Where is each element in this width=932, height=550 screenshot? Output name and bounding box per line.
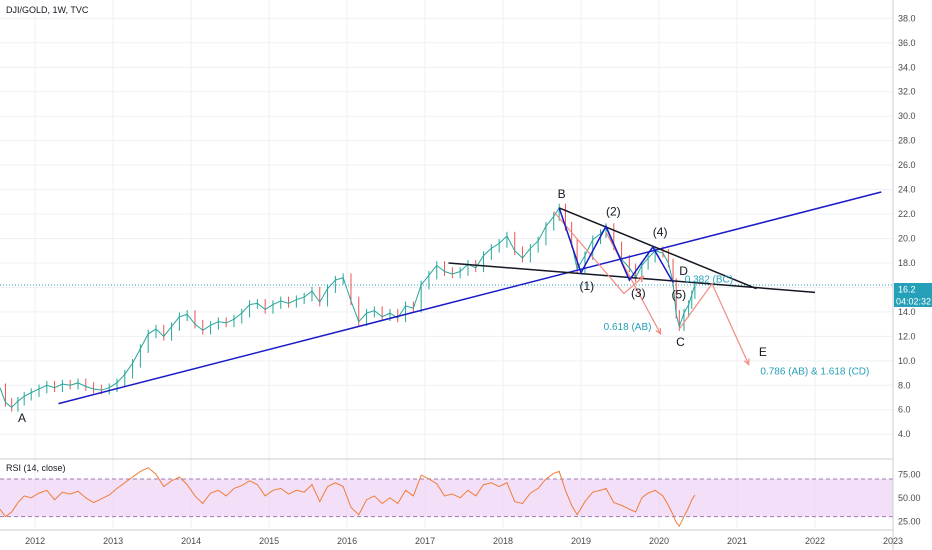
- rsi-line: [0, 467, 696, 528]
- projection-path: [605, 232, 662, 335]
- axes-group: 4.06.08.010.012.014.016.018.020.022.024.…: [25, 13, 920, 546]
- y-tick-label: 30.0: [898, 111, 916, 121]
- current-price-label: 16.2: [898, 285, 916, 295]
- wave-label: (5): [672, 287, 687, 301]
- countdown-label: 04:02:32: [896, 297, 931, 307]
- current-price-tag: [894, 283, 932, 295]
- y-tick-label: 26.0: [898, 160, 916, 170]
- x-tick-label: 2022: [805, 536, 825, 546]
- rsi-tick-label: 50.00: [898, 493, 921, 503]
- countdown-tag: [894, 295, 932, 307]
- y-tick-label: 4.0: [898, 429, 911, 439]
- wave-label: (1): [579, 279, 594, 293]
- y-tick-label: 34.0: [898, 62, 916, 72]
- x-tick-label: 2016: [337, 536, 357, 546]
- wave-label: (4): [653, 225, 668, 239]
- y-tick-label: 12.0: [898, 331, 916, 341]
- projection-arrowhead: [637, 275, 645, 283]
- x-tick-label: 2014: [181, 536, 201, 546]
- fib-label: 0.382 (BC): [685, 275, 733, 286]
- annotations-group: A B (2) (4) (1) (3) (5) D C E 0.382 (BC) 0.618 (AB)…: [18, 187, 869, 425]
- grid-lines: [0, 0, 894, 528]
- chart-title: DJI/GOLD, 1W, TVC: [6, 5, 89, 15]
- y-tick-label: 6.0: [898, 405, 911, 415]
- x-tick-label: 2012: [25, 536, 45, 546]
- y-tick-label: 18.0: [898, 258, 916, 268]
- projection-path: [553, 211, 644, 295]
- wave-label: B: [558, 187, 566, 201]
- wave-label: A: [18, 411, 26, 425]
- y-tick-label: 22.0: [898, 209, 916, 219]
- waves-group: [558, 207, 674, 283]
- x-tick-label: 2021: [727, 536, 747, 546]
- lower-support-line: [58, 191, 882, 405]
- projection-arrowhead: [743, 358, 750, 366]
- x-tick-label: 2013: [103, 536, 123, 546]
- rsi-band: [0, 467, 893, 528]
- y-tick-label: 32.0: [898, 87, 916, 97]
- y-tick-label: 14.0: [898, 307, 916, 317]
- y-tick-label: 28.0: [898, 136, 916, 146]
- rsi-tick-label: 25.00: [898, 516, 921, 526]
- y-tick-label: 8.0: [898, 380, 911, 390]
- rsi-band-fill: [0, 478, 893, 517]
- upper-triangle-line: [558, 207, 757, 290]
- rsi-tick-label: 75.00: [898, 469, 921, 479]
- x-tick-label: 2017: [415, 536, 435, 546]
- x-tick-label: 2019: [571, 536, 591, 546]
- y-tick-label: 24.0: [898, 185, 916, 195]
- projection-path: [678, 282, 750, 365]
- elliott-wave-path: [558, 207, 674, 283]
- rsi-title: RSI (14, close): [6, 463, 66, 473]
- projection-arrowhead: [655, 327, 662, 336]
- wave-label: (3): [631, 286, 646, 300]
- x-tick-label: 2015: [259, 536, 279, 546]
- x-tick-label: 2020: [649, 536, 669, 546]
- wave-label: (2): [606, 204, 621, 218]
- y-tick-label: 36.0: [898, 38, 916, 48]
- y-tick-label: 20.0: [898, 234, 916, 244]
- fib-label: 0.618 (AB): [604, 322, 652, 333]
- wave-label: E: [759, 345, 767, 359]
- wave-label: D: [679, 264, 688, 278]
- fib-label: 0.786 (AB) & 1.618 (CD): [760, 366, 869, 377]
- x-tick-label: 2018: [493, 536, 513, 546]
- wave-label: C: [676, 335, 685, 349]
- projections-group: [553, 211, 750, 366]
- y-tick-label: 38.0: [898, 13, 916, 23]
- y-tick-label: 10.0: [898, 356, 916, 366]
